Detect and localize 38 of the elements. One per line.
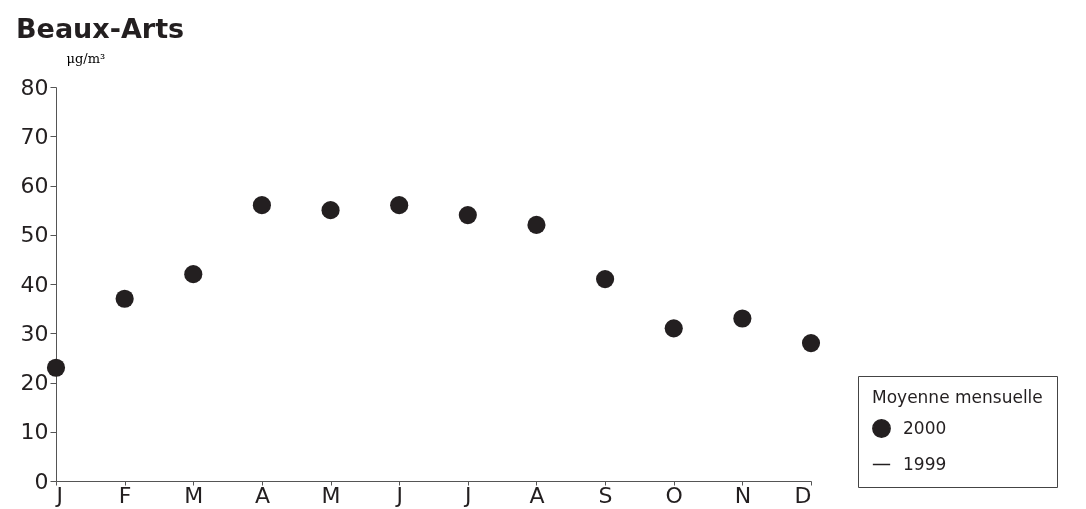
x-tick-label: J (54, 482, 63, 508)
point (733, 309, 752, 328)
y-tick-label: 40 (20, 271, 49, 297)
x-tick-label: N (734, 482, 752, 508)
x-tick-label: M (184, 482, 204, 508)
point (801, 334, 821, 353)
x-tick-label: S (598, 482, 613, 508)
x-tick-label: A (529, 482, 545, 508)
point (458, 205, 477, 225)
point (596, 270, 615, 289)
y-tick-label: 50 (20, 222, 49, 248)
point (664, 319, 683, 338)
legend-title: Moyenne mensuelle (872, 387, 1043, 407)
x-tick-label: F (118, 482, 132, 508)
point (46, 358, 66, 377)
y-tick-label: 60 (20, 173, 49, 198)
y-tick-label: 20 (20, 370, 49, 395)
y-tick-label: 80 (20, 74, 49, 100)
point (321, 201, 340, 220)
x-tick-label: J (463, 482, 472, 508)
point (390, 196, 409, 215)
x-tick-label: D (794, 482, 812, 508)
point (184, 265, 203, 284)
x-tick-label: A (254, 482, 270, 508)
point (527, 215, 546, 234)
y-tick-label: 30 (20, 320, 49, 346)
x-tick-label: J (394, 482, 403, 508)
y-tick-label: 70 (20, 123, 49, 149)
y-tick-label: 10 (20, 419, 49, 445)
legend-label: 1999 (903, 453, 947, 474)
legend-label: 2000 (903, 417, 947, 438)
y-tick-label: 0 (34, 468, 49, 494)
point (115, 289, 134, 308)
point (252, 196, 271, 215)
x-tick-label: M (321, 482, 341, 508)
chart-title: Beaux-Arts (16, 13, 185, 44)
y-axis-title: μg/m³ (66, 50, 106, 66)
x-tick-label: O (665, 482, 683, 508)
